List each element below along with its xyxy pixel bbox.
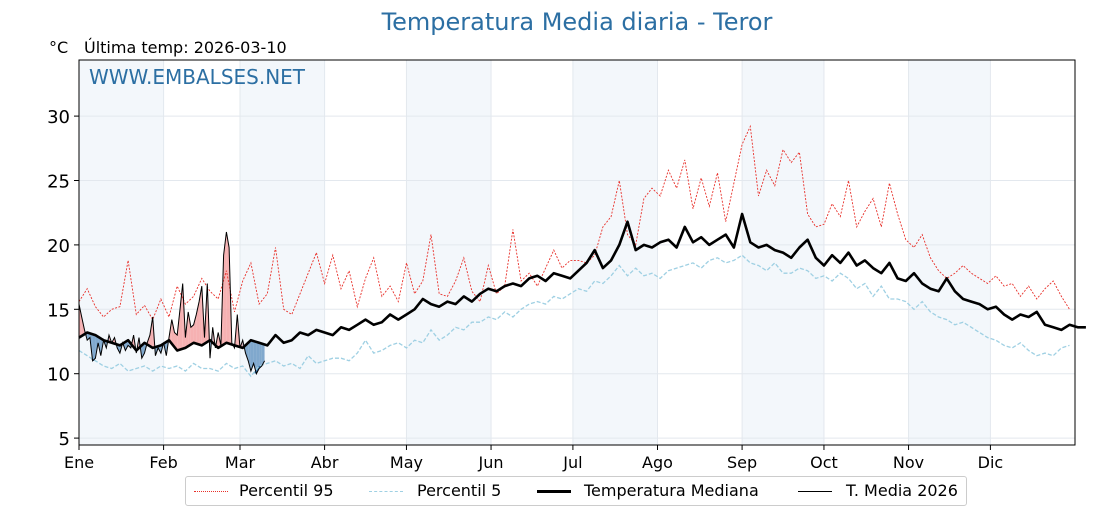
legend-label-t2026: T. Media 2026	[846, 481, 958, 500]
fill-above-median	[226, 232, 230, 344]
legend-swatch-median	[537, 490, 571, 493]
x-tick-label: Dic	[978, 453, 1004, 472]
y-tick-label: 30	[47, 107, 70, 128]
y-tick-label: 15	[47, 300, 70, 321]
month-band	[239, 60, 325, 445]
legend: Percentil 95 Percentil 5 Temperatura Med…	[185, 476, 967, 506]
y-tick-label: 20	[47, 236, 70, 257]
legend-label-p95: Percentil 95	[239, 481, 334, 500]
series-line-t2026	[78, 231, 266, 376]
series-line-p95	[78, 124, 1070, 321]
x-tick-label: Sep	[727, 453, 757, 472]
y-tick-label: 5	[59, 429, 70, 450]
fill-below-p5	[261, 364, 265, 366]
fill-above-median	[171, 319, 175, 348]
chart-title: Temperatura Media diaria - Teror	[381, 8, 773, 36]
plot-frame	[78, 59, 1076, 446]
fill-below-median	[141, 342, 145, 359]
y-tick-label: 25	[47, 172, 70, 193]
series-line-median	[78, 212, 1086, 352]
fill-above-median	[179, 283, 183, 350]
x-tick-label: Jun	[478, 453, 504, 472]
fill-below-median	[92, 334, 96, 361]
fill-above-median	[223, 232, 227, 345]
x-tick-label: Ago	[642, 453, 673, 472]
x-tick-label: Abr	[311, 453, 339, 472]
x-tick-label: Ene	[64, 453, 94, 472]
legend-swatch-p5	[369, 491, 403, 492]
fill-above-median	[79, 304, 82, 338]
month-band	[406, 60, 492, 445]
legend-label-median: Temperatura Mediana	[584, 481, 759, 500]
y-unit-label: °C	[49, 38, 69, 57]
fill-below-median	[259, 342, 262, 369]
fill-above-median	[188, 311, 191, 347]
month-band	[908, 60, 991, 445]
fill-above-median	[193, 314, 197, 344]
fill-below-median	[245, 342, 249, 361]
watermark: WWW.EMBALSES.NET	[89, 65, 306, 89]
x-tick-label: Oct	[810, 453, 838, 472]
y-tick-label: 10	[47, 365, 70, 386]
fill-above-median	[190, 324, 194, 345]
fill-below-median	[256, 341, 260, 374]
month-band	[79, 60, 164, 445]
legend-swatch-t2026	[798, 491, 832, 492]
x-tick-label: Feb	[149, 453, 177, 472]
fill-below-p5	[89, 357, 93, 361]
x-tick-label: Jul	[562, 453, 582, 472]
x-tick-label: May	[390, 453, 423, 472]
last-temp-label: Última temp: 2026-03-10	[84, 38, 287, 57]
fill-below-median	[250, 340, 254, 372]
series-line-p5	[78, 254, 1070, 378]
legend-swatch-p95	[194, 491, 228, 492]
fill-below-median	[261, 343, 265, 366]
x-tick-label: Mar	[225, 453, 256, 472]
fill-above-median	[199, 286, 202, 346]
legend-label-p5: Percentil 5	[417, 481, 502, 500]
x-tick-label: Nov	[893, 453, 924, 472]
